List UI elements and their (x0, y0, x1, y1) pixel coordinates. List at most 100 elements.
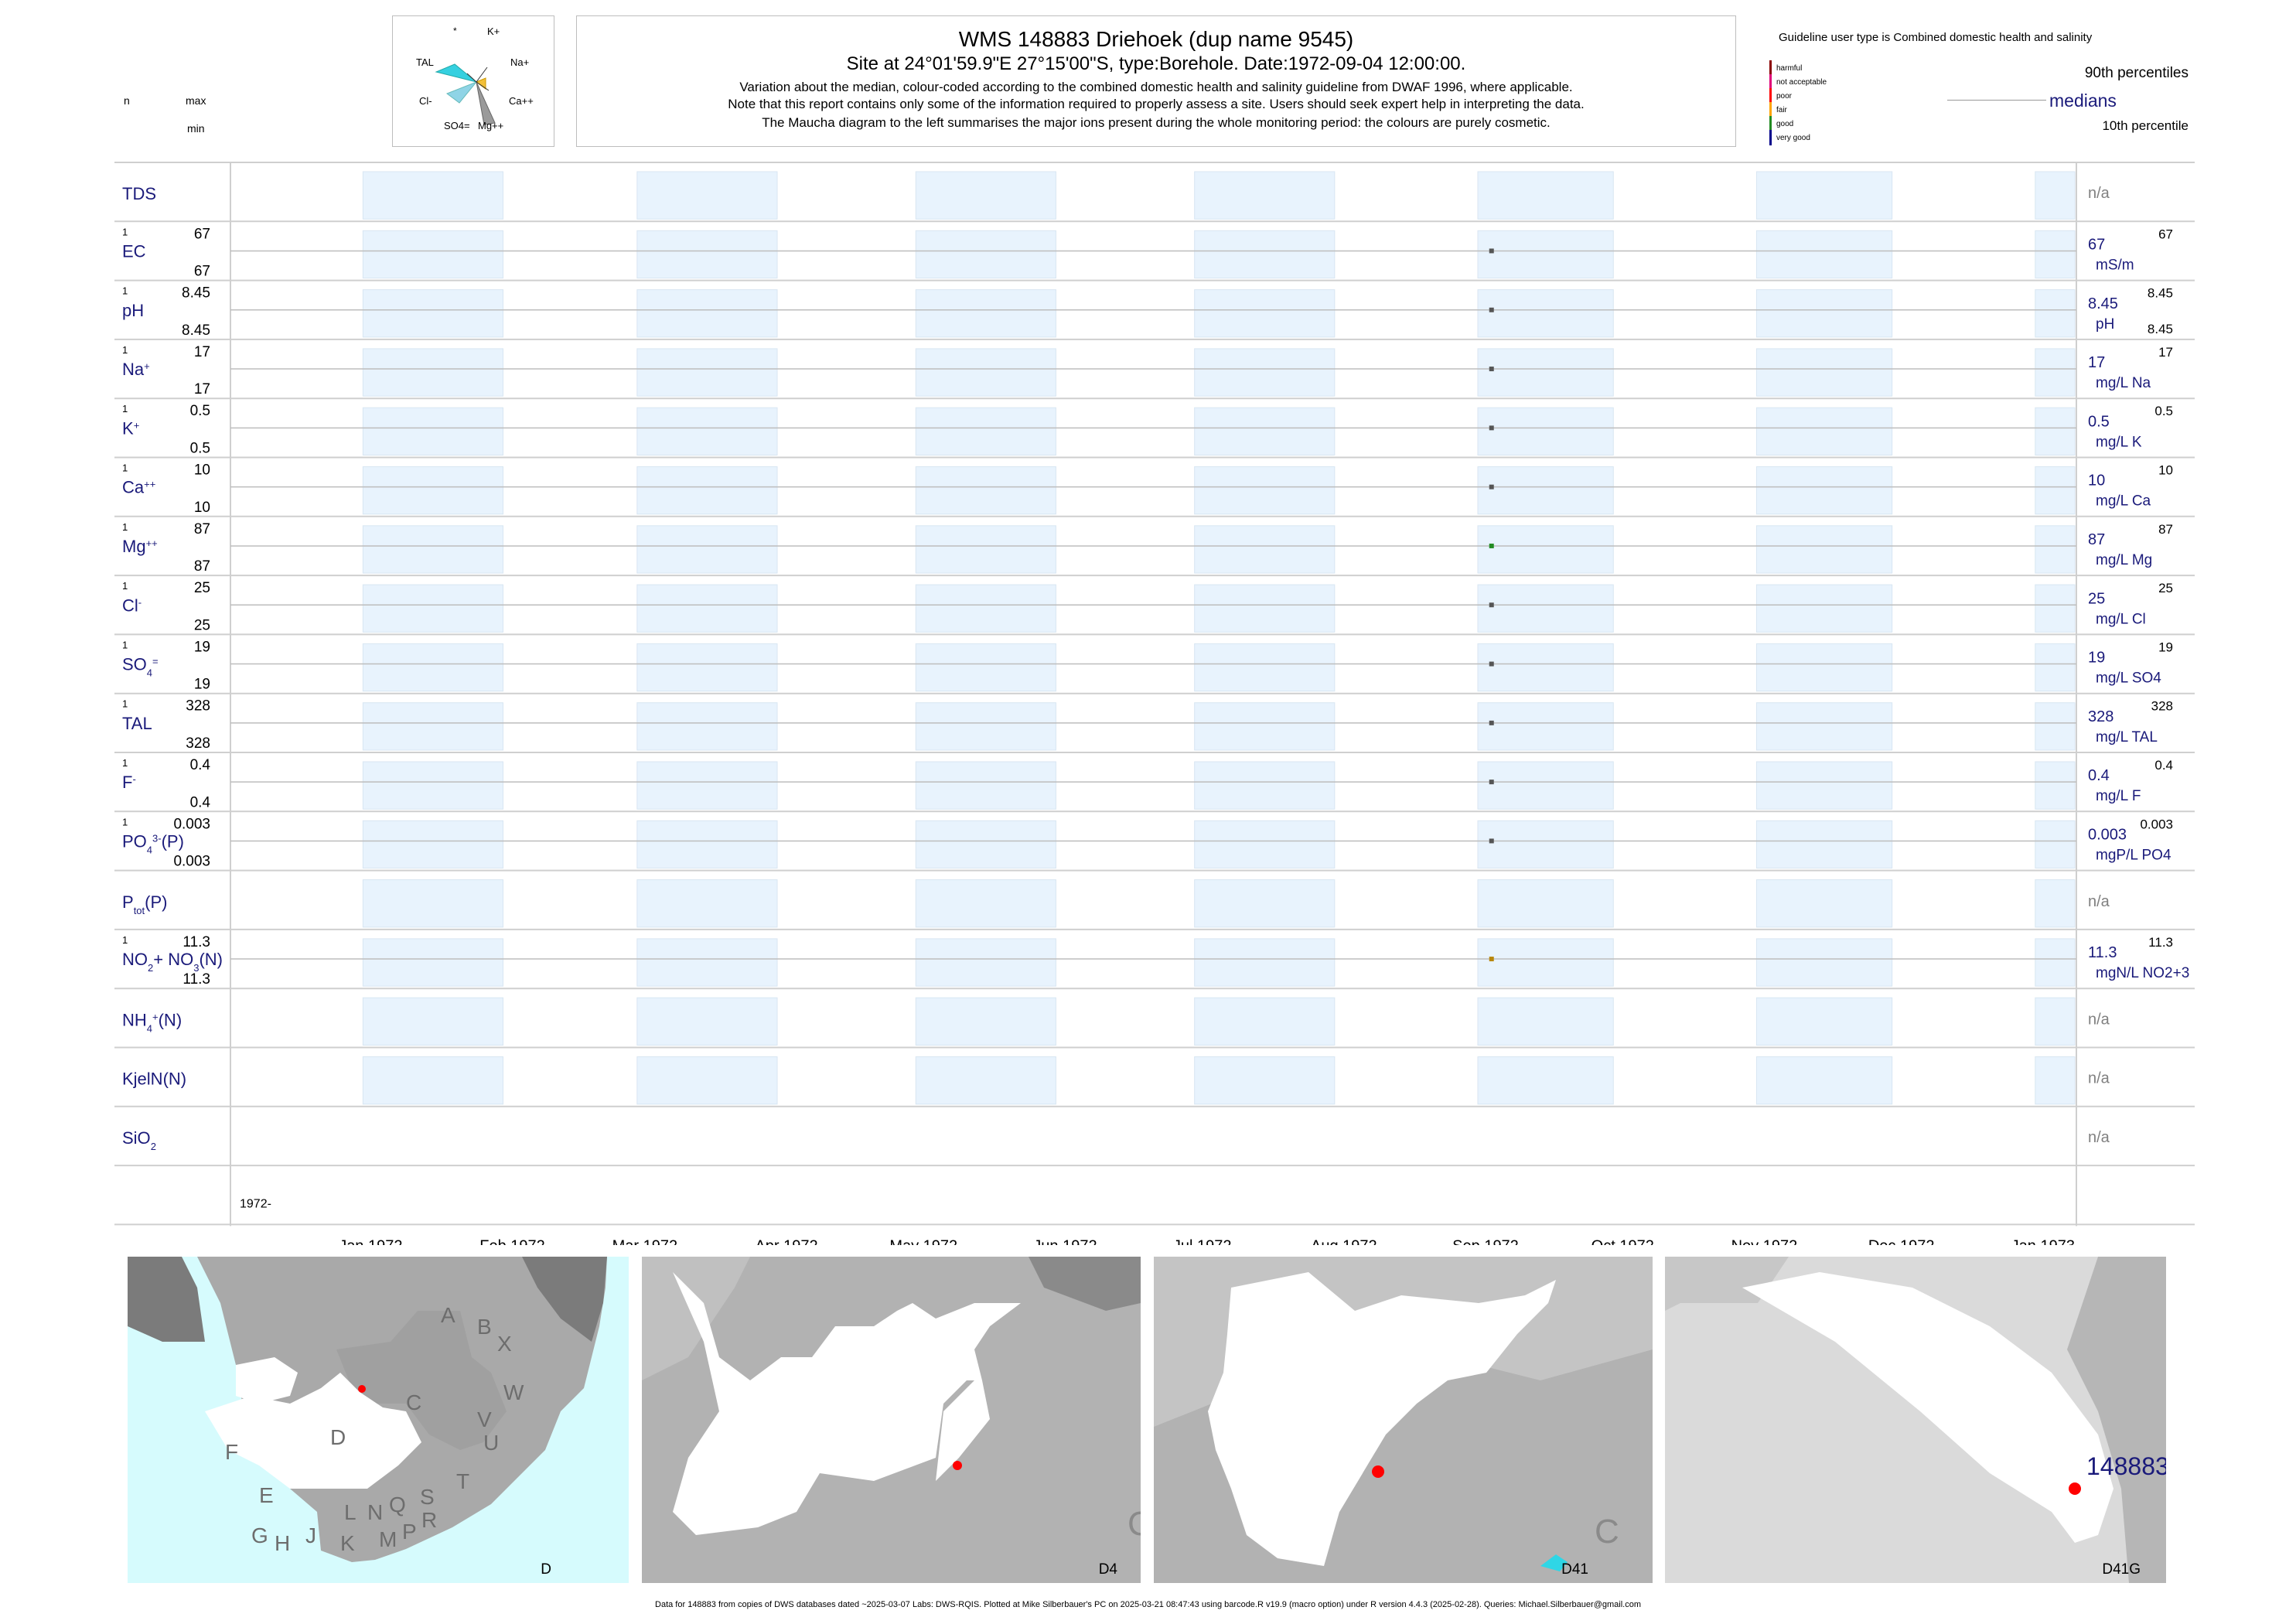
month-band (636, 289, 778, 338)
month-band (2035, 171, 2076, 220)
row-mg: Mg++ 1 87 87 87 mg/L Mg 87 (122, 521, 2173, 575)
month-band (2035, 938, 2076, 987)
legend-colorbar (1769, 60, 1772, 145)
x-tick-label: Dec 1972 (1868, 1237, 1935, 1245)
row-kjelnn: KjelN(N) n/a (122, 1070, 2110, 1089)
month-band (1194, 466, 1336, 515)
legend-item: very good (1776, 134, 1810, 142)
map-letter: M (379, 1527, 397, 1551)
right-p90: 67 (2158, 227, 2173, 241)
row-label: F- (122, 773, 136, 792)
map-d41-caption: D41 (1561, 1561, 1588, 1578)
map-d41: C D41 (1154, 1257, 1653, 1583)
right-unit: mg/L Ca (2096, 493, 2151, 510)
title-box: WMS 148883 Driehoek (dup name 9545) Site… (576, 15, 1736, 147)
right-unit: mg/L K (2096, 434, 2142, 450)
map-d41g: 148883 D41G (1665, 1257, 2166, 1583)
data-point (1489, 957, 1494, 962)
month-band (915, 761, 1056, 810)
month-band (636, 230, 778, 279)
right-unit: mg/L SO4 (2096, 670, 2161, 687)
month-band (2035, 997, 2076, 1046)
right-unit: mgP/L PO4 (2096, 847, 2171, 863)
maucha-na: Na+ (510, 56, 530, 68)
month-band (915, 879, 1056, 928)
water-quality-chart: Jan 1972 Feb 1972 Mar 1972 Apr 1972 May 1972… (114, 162, 2195, 1245)
right-median: 25 (2088, 590, 2105, 607)
month-band (1477, 407, 1614, 456)
month-band (2035, 289, 2076, 338)
right-median: 17 (2088, 354, 2105, 371)
data-point (1489, 248, 1494, 254)
map-letter: X (497, 1332, 512, 1356)
map-letter: V (477, 1407, 492, 1431)
row-ec: EC 1 67 67 67 mS/m 67 (122, 226, 2173, 279)
note-3: The Maucha diagram to the left summarise… (762, 115, 1551, 130)
right-median: 328 (2088, 708, 2113, 725)
row-n: 1 (122, 344, 128, 356)
x-tick-label: Oct 1972 (1592, 1237, 1654, 1245)
row-min: 17 (194, 381, 210, 397)
month-band (362, 702, 504, 751)
month-band (915, 466, 1056, 515)
map-letter: R (421, 1508, 437, 1532)
row-max: 328 (186, 698, 210, 715)
row-ca: Ca++ 1 10 10 10 mg/L Ca 10 (122, 462, 2173, 516)
right-median: 0.003 (2088, 826, 2127, 843)
row-min: 87 (194, 558, 210, 575)
right-unit: mg/L Na (2096, 375, 2151, 391)
row-label: Ptot(P) (122, 892, 167, 916)
row-label: SiO2 (122, 1128, 156, 1152)
right-unit: mg/L F (2096, 788, 2141, 804)
month-band (1755, 1056, 1893, 1105)
month-band (2035, 761, 2076, 810)
month-band (1477, 879, 1614, 928)
x-tick-label: Jan 1972 (339, 1237, 402, 1245)
map-letter: Q (389, 1493, 406, 1517)
month-band (1477, 997, 1614, 1046)
month-band (2035, 230, 2076, 279)
row-label: Ca++ (122, 478, 155, 497)
month-band (2035, 879, 2076, 928)
map-letter: S (420, 1485, 435, 1509)
right-p90: 87 (2158, 522, 2173, 537)
x-start-label: 1972- (240, 1197, 271, 1210)
row-max: 17 (194, 344, 210, 360)
site-info: Site at 24°01'59.9"E 27°15'00"S, type:Bo… (846, 53, 1466, 74)
month-band (1755, 643, 1893, 692)
right-p90: 25 (2158, 581, 2173, 595)
n-header: n (124, 94, 130, 107)
month-band (1755, 171, 1893, 220)
p10-label: 10th percentile (2102, 118, 2189, 133)
right-unit: mS/m (2096, 257, 2134, 273)
month-band (915, 289, 1056, 338)
right-p90: 0.003 (2140, 817, 2173, 831)
month-band (1755, 879, 1893, 928)
month-band (1755, 525, 1893, 574)
row-n: 1 (122, 462, 128, 474)
month-band (362, 230, 504, 279)
row-n: 1 (122, 816, 128, 827)
month-band (1477, 702, 1614, 751)
row-na: Na+ 1 17 17 17 mg/L Na 17 (122, 344, 2173, 397)
x-tick-label: Jul 1972 (1173, 1237, 1232, 1245)
row-so4: SO4= 1 19 19 19 mg/L SO4 19 (122, 639, 2173, 692)
month-band (362, 820, 504, 869)
site-marker (953, 1461, 962, 1470)
month-band (915, 230, 1056, 279)
row-n: 1 (122, 757, 128, 769)
right-p90: 17 (2158, 345, 2173, 360)
row-min: 67 (194, 264, 210, 280)
month-band (1477, 761, 1614, 810)
data-point (1489, 720, 1494, 725)
month-band (636, 820, 778, 869)
month-band (1477, 643, 1614, 692)
median-line-sample (1947, 100, 2046, 101)
month-band (1194, 407, 1336, 456)
month-band (1194, 997, 1336, 1046)
row-label: pH (122, 301, 144, 320)
month-band (2035, 820, 2076, 869)
month-band (1194, 289, 1336, 338)
month-band (915, 820, 1056, 869)
month-band (362, 466, 504, 515)
